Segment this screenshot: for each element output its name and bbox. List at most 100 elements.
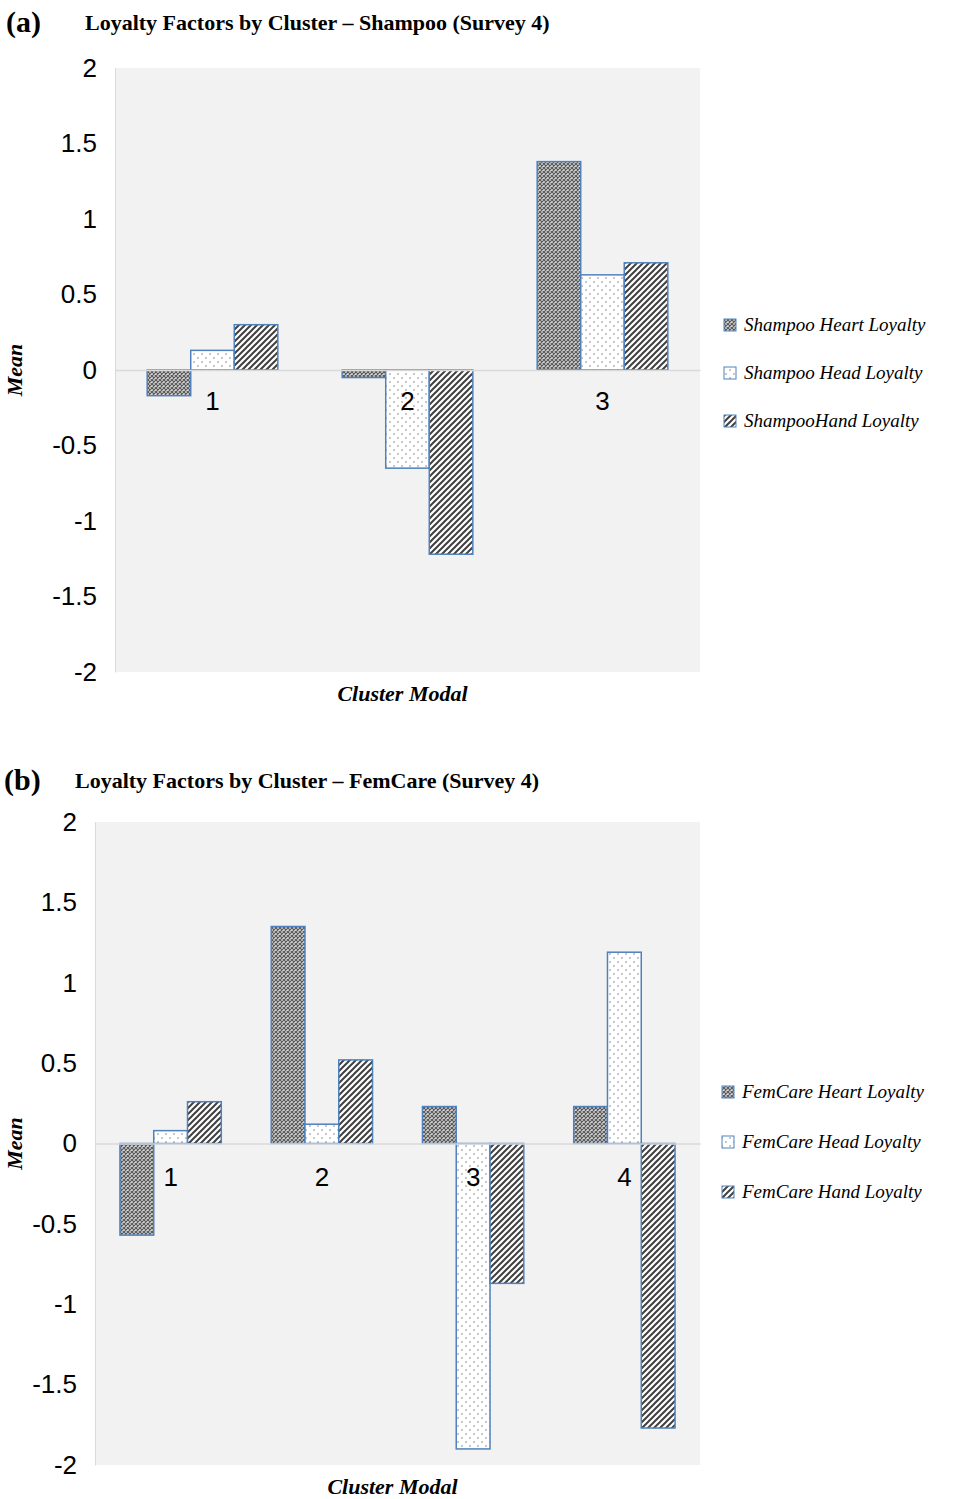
y-tick: -1.5 [52,581,115,611]
x-tick-label: 3 [466,1162,480,1192]
legend-label: FemCare Head Loyalty [741,1131,921,1152]
y-tick-label: 0.5 [61,279,97,309]
chart: -2 -1.5 -1 -0.5 0 0.5 1 1.5 2 1 2 3 (a) Loyalty Facto… [2,5,926,706]
legend-label: Shampoo Head Loyalty [744,362,923,383]
y-tick-label: 1 [63,968,77,998]
x-axis-title: Cluster Modal [337,681,468,706]
x-axis: 1 2 3 4 [96,1144,701,1192]
figure: -2 -1.5 -1 -0.5 0 0.5 1 1.5 2 1 2 3 (a) Loyalty Facto… [0,0,961,1499]
x-tick-label: 1 [205,386,219,416]
bar [154,1131,188,1144]
legend-swatch [724,415,736,427]
bars [120,926,675,1448]
bar [429,370,473,554]
x-tick-label: 2 [315,1162,329,1192]
y-tick-label: -2 [74,657,97,687]
x-axis-line [96,1143,701,1145]
bar [607,952,641,1143]
y-tick-label: -1.5 [32,1369,77,1399]
bar [339,1060,373,1144]
x-tick: 2 [315,1162,329,1192]
y-tick: -1.5 [32,1369,95,1399]
y-tick: -0.5 [52,430,115,460]
legend-swatch [724,367,736,379]
bars [147,162,668,555]
legend: Shampoo Heart Loyalty Shampoo Head Loyalt… [724,314,926,431]
title: Loyalty Factors by Cluster – Shampoo (Su… [85,10,550,35]
y-tick-label: 0 [83,355,97,385]
x-tick: 2 [400,386,414,416]
y-tick: 2 [83,53,115,83]
x-tick-label: 4 [617,1162,631,1192]
legend-swatch [722,1136,734,1148]
y-tick-label: 0 [63,1128,77,1158]
y-tick-label: 1 [83,204,97,234]
bar [147,370,191,396]
y-tick-label: -1 [74,506,97,536]
y-tick-label: -2 [54,1450,77,1480]
x-axis-line [116,370,701,372]
legend: FemCare Heart LoyaltyFemCare Head Loyalt… [722,1081,924,1202]
x-axis: 1 2 3 [116,371,701,417]
x-tick-label: 2 [400,386,414,416]
bar [624,263,668,370]
legend-swatch [722,1186,734,1198]
plot-background [95,822,700,1465]
y-tick: 0 [83,355,115,385]
y-tick: -1 [74,506,115,536]
bar [305,1124,339,1143]
y-axis-title: Mean [2,344,27,398]
x-axis-title: Cluster Modal [327,1474,458,1499]
y-tick-label: 2 [83,53,97,83]
bar [581,275,625,370]
y-axis-title: Mean [2,1117,27,1171]
bar [641,1144,675,1429]
x-tick: 3 [466,1162,480,1192]
bar [574,1107,608,1144]
y-tick: 0 [63,1128,95,1158]
legend-label: FemCare Hand Loyalty [741,1181,922,1202]
x-tick: 3 [595,386,609,416]
bar [386,370,430,468]
x-tick-label: 1 [163,1162,177,1192]
legend-label: ShampooHand Loyalty [744,410,919,431]
y-tick: 0.5 [61,279,115,309]
y-tick-label: -1.5 [52,581,97,611]
y-tick-label: 1.5 [61,128,97,158]
title: Loyalty Factors by Cluster – FemCare (Su… [75,768,539,793]
bar [490,1144,524,1284]
y-tick: -2 [74,657,115,687]
legend-label: Shampoo Heart Loyalty [744,314,926,335]
bar [271,926,305,1143]
y-tick: 1.5 [41,887,95,917]
legend-swatch [722,1086,734,1098]
x-tick: 1 [163,1162,177,1192]
chart: -2 -1.5 -1 -0.5 0 0.5 1 1.5 2 1 2 3 4 (b) Loyalty Fact… [2,763,924,1499]
y-axis: -2 -1.5 -1 -0.5 0 0.5 1 1.5 2 [52,53,115,687]
x-tick: 1 [205,386,219,416]
y-tick: -2 [54,1450,95,1480]
y-tick-label: 1.5 [41,887,77,917]
x-tick-label: 3 [595,386,609,416]
panel-label: (b) [4,763,41,797]
bar [191,350,235,370]
y-tick: 0.5 [41,1048,95,1078]
y-tick: -0.5 [32,1209,95,1239]
y-tick-label: -1 [54,1289,77,1319]
y-tick-label: 0.5 [41,1048,77,1078]
bar [188,1102,222,1144]
y-tick-label: -0.5 [52,430,97,460]
bar [537,162,581,370]
bar [234,325,278,370]
y-tick: 1 [63,968,95,998]
y-tick: 2 [63,807,95,837]
y-tick: -1 [54,1289,95,1319]
y-tick: 1.5 [61,128,115,158]
panel-label: (a) [6,5,41,39]
x-tick: 4 [617,1162,631,1192]
y-tick: 1 [83,204,115,234]
y-tick-label: 2 [63,807,77,837]
y-axis: -2 -1.5 -1 -0.5 0 0.5 1 1.5 2 [32,807,95,1480]
bar [422,1107,456,1144]
legend-swatch [724,319,736,331]
